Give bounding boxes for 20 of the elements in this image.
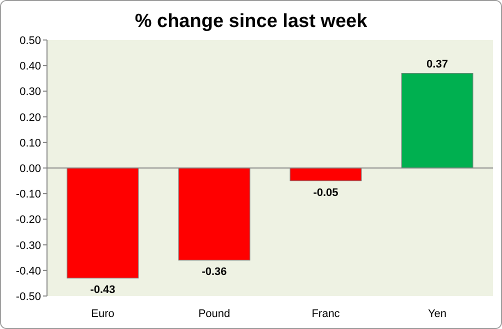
data-label: -0.36 bbox=[202, 266, 227, 278]
y-tick-label: 0.50 bbox=[20, 35, 41, 47]
y-tick-label: 0.20 bbox=[20, 112, 41, 124]
data-label: 0.37 bbox=[426, 58, 448, 70]
y-tick-label: -0.10 bbox=[16, 188, 41, 201]
y-tick-label: -0.30 bbox=[16, 240, 41, 252]
x-tick-label: Euro bbox=[91, 308, 114, 320]
y-tick-label: 0.10 bbox=[20, 137, 41, 150]
chart-title: % change since last week bbox=[134, 11, 368, 32]
y-tick-label: 0.00 bbox=[20, 163, 41, 175]
data-label: -0.05 bbox=[313, 186, 338, 199]
x-tick-label: Pound bbox=[198, 308, 230, 320]
data-label: -0.43 bbox=[90, 284, 116, 296]
y-tick-label: -0.40 bbox=[16, 265, 41, 278]
x-tick-label: Yen bbox=[428, 308, 447, 320]
y-tick-label: 0.40 bbox=[20, 60, 41, 73]
y-tick-label: 0.30 bbox=[20, 86, 41, 98]
y-tick-label: -0.50 bbox=[16, 291, 41, 303]
y-tick-label: -0.20 bbox=[16, 214, 41, 226]
x-tick-label: Franc bbox=[312, 308, 340, 320]
